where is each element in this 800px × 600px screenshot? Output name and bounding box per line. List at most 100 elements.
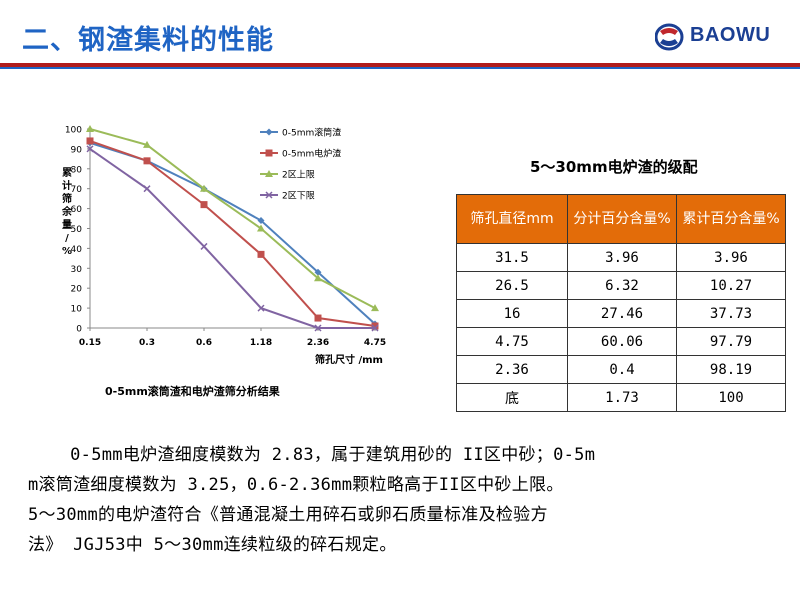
- y-axis-label-char: 余: [61, 205, 73, 218]
- y-tick-label: 30: [71, 265, 83, 275]
- table-cell: 10.27: [676, 271, 786, 300]
- y-axis-label-char: 量: [62, 218, 72, 231]
- y-tick-label: 60: [71, 205, 83, 215]
- paragraph-line: 法》 JGJ53中 5～30mm连续粒级的碎石规定。: [28, 535, 397, 555]
- table-cell: 底: [456, 383, 568, 412]
- legend-label: 0-5mm电炉渣: [282, 148, 341, 160]
- y-tick-label: 70: [71, 185, 83, 195]
- table-cell: 98.19: [676, 355, 786, 384]
- paragraph-line: m滚筒渣细度模数为 3.25，0.6-2.36mm颗粒略高于II区中砂上限。: [28, 475, 564, 495]
- data-point: [265, 170, 273, 177]
- y-tick-label: 0: [76, 325, 82, 335]
- gradation-table: 筛孔直径mm 分计百分含量% 累计百分含量% 31.5 3.96 3.96 26…: [456, 194, 786, 412]
- y-tick-label: 50: [71, 225, 83, 235]
- table-row: 2.36 0.4 98.19: [456, 355, 786, 384]
- page-title: 二、钢渣集料的性能: [22, 25, 274, 56]
- table-cell: 100: [676, 383, 786, 412]
- series-line: [89, 141, 376, 325]
- legend-label: 0-5mm滚筒渣: [282, 127, 341, 139]
- y-axis-label-char: 筛: [62, 192, 72, 205]
- data-point: [200, 242, 208, 250]
- y-axis-label-char: 累: [62, 167, 72, 179]
- table-header-cell: 累计百分含量%: [676, 194, 786, 244]
- data-point: [143, 140, 151, 148]
- y-tick-label: 100: [65, 126, 82, 136]
- paragraph-line: 5～30mm的电炉渣符合《普通混凝土用碎石或卵石质量标准及检验方: [28, 505, 548, 525]
- data-point: [200, 201, 208, 209]
- data-point: [314, 274, 322, 282]
- y-tick-label: 40: [71, 245, 83, 255]
- table-row: 16 27.46 37.73: [456, 299, 786, 328]
- table-header-row: 筛孔直径mm 分计百分含量% 累计百分含量%: [456, 194, 786, 244]
- data-point: [143, 185, 151, 193]
- legend-label: 2区下限: [282, 191, 315, 202]
- data-point: [371, 304, 379, 312]
- table-cell: 4.75: [456, 327, 568, 356]
- body-paragraph: 0-5mm电炉渣细度模数为 2.83，属于建筑用砂的 II区中砂；0-5m m滚…: [28, 440, 776, 560]
- x-tick-label: 1.18: [250, 338, 272, 348]
- data-point: [257, 304, 265, 312]
- data-point: [257, 217, 265, 225]
- legend-label: 2区上限: [282, 170, 315, 181]
- table-cell: 3.96: [676, 243, 786, 272]
- data-point: [265, 128, 273, 136]
- x-tick-label: 0.6: [196, 338, 212, 348]
- data-point: [371, 324, 379, 332]
- table-cell: 2.36: [456, 355, 568, 384]
- data-point: [257, 224, 265, 232]
- table-cell: 6.32: [567, 271, 677, 300]
- table-cell: 16: [456, 299, 568, 328]
- data-point: [86, 137, 94, 145]
- data-point: [86, 125, 94, 132]
- chart-caption: 0-5mm滚筒渣和电炉渣筛分析结果: [105, 385, 280, 398]
- table-cell: 60.06: [567, 327, 677, 356]
- table-cell: 27.46: [567, 299, 677, 328]
- table-row: 底 1.73 100: [456, 383, 786, 412]
- data-point: [257, 250, 265, 258]
- y-axis-label-char: 计: [62, 179, 72, 192]
- sieve-analysis-chart: 0 10 20 30 40 50 60 70 80 90 100 0.15 0.3 0.6 1.18 2.36…: [55, 112, 415, 412]
- data-point: [200, 184, 208, 192]
- chart-svg: 0 10 20 30 40 50 60 70 80 90 100 0.15 0.3 0.6 1.18 2.36…: [61, 125, 386, 366]
- data-point: [86, 145, 94, 153]
- x-axis-label: 筛孔尺寸 /mm: [315, 353, 383, 366]
- table-cell: 26.5: [456, 271, 568, 300]
- paragraph-line: 0-5mm电炉渣细度模数为 2.83，属于建筑用砂的 II区中砂；0-5m: [28, 445, 596, 465]
- series-line: [89, 139, 376, 328]
- x-tick-label: 0.3: [139, 338, 155, 348]
- y-tick-label: 80: [71, 165, 83, 175]
- data-point: [265, 191, 273, 199]
- logo: BAOWU: [654, 22, 785, 52]
- table-row: 26.5 6.32 10.27: [456, 271, 786, 300]
- header-rule: [0, 63, 800, 67]
- data-point: [314, 268, 322, 276]
- table-header-cell: 筛孔直径mm: [456, 194, 568, 244]
- y-axis-label-char: /: [65, 233, 69, 244]
- header-rule-blue: [0, 67, 800, 69]
- data-point: [371, 322, 379, 330]
- table-row: 4.75 60.06 97.79: [456, 327, 786, 356]
- table-title: 5～30mm电炉渣的级配: [530, 158, 698, 176]
- x-tick-label: 4.75: [364, 338, 386, 348]
- table-cell: 3.96: [567, 243, 677, 272]
- x-tick-label: 0.15: [79, 338, 101, 348]
- table-cell: 97.79: [676, 327, 786, 356]
- table-cell: 1.73: [567, 383, 677, 412]
- data-point: [143, 157, 151, 165]
- y-tick-label: 90: [71, 145, 83, 155]
- table-cell: 37.73: [676, 299, 786, 328]
- table-cell: 31.5: [456, 243, 568, 272]
- x-tick-label: 2.36: [307, 338, 329, 348]
- data-point: [314, 324, 322, 332]
- table-cell: 0.4: [567, 355, 677, 384]
- series-line: [89, 128, 376, 309]
- table-row: 31.5 3.96 3.96: [456, 243, 786, 272]
- logo-text: BAOWU: [690, 24, 771, 46]
- data-point: [314, 314, 322, 322]
- baowu-logo-icon: [654, 23, 684, 51]
- y-tick-label: 20: [71, 285, 83, 295]
- series-line: [89, 148, 375, 329]
- table-header-cell: 分计百分含量%: [567, 194, 677, 244]
- data-point: [265, 149, 273, 157]
- y-axis-label-char: %: [62, 246, 72, 257]
